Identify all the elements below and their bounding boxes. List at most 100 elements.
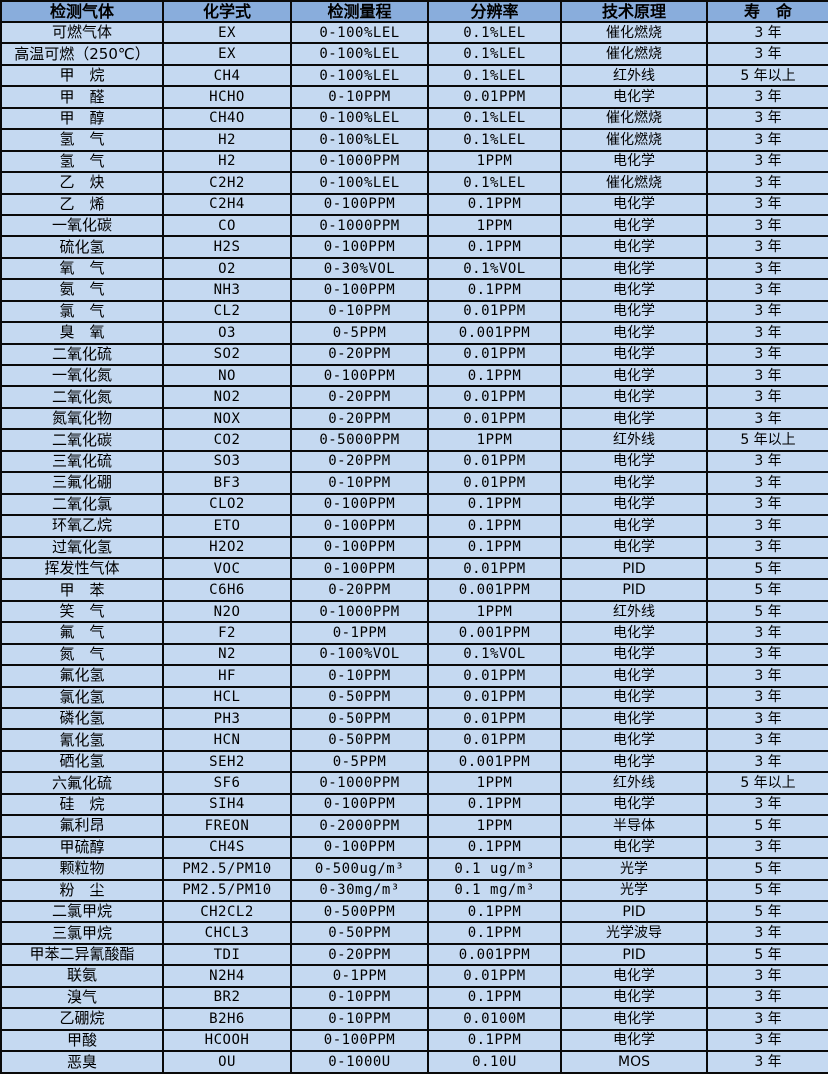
- cell-resolution: 0.01PPM: [427, 664, 562, 688]
- cell-chemical-formula: H2: [162, 128, 292, 152]
- cell-resolution: 0.001PPM: [427, 942, 562, 967]
- cell-detection-range: 0-50PPM: [290, 921, 429, 945]
- cell-technology: 电化学: [560, 749, 708, 774]
- cell-gas-name: 氰化氢: [0, 728, 164, 752]
- cell-detection-range: 0-2000PPM: [290, 814, 429, 838]
- cell-lifespan: 3 年: [706, 385, 828, 409]
- cell-resolution: 0.1%LEL: [427, 42, 562, 66]
- cell-lifespan: 5 年: [706, 556, 828, 581]
- table-row: 甲酸 HCOOH 0-100PPM 0.1PPM 电化学 3 年: [0, 1028, 828, 1053]
- cell-gas-name: 可燃气体: [0, 20, 164, 45]
- cell-resolution: 0.1PPM: [427, 835, 562, 860]
- cell-resolution: 1PPM: [427, 814, 562, 838]
- cell-chemical-formula: N2H4: [162, 964, 292, 988]
- table-row: 氯 气 CL2 0-10PPM 0.01PPM 电化学 3 年: [0, 299, 828, 324]
- cell-gas-name: 甲 醛: [0, 85, 164, 109]
- cell-detection-range: 0-100%LEL: [290, 42, 429, 66]
- cell-resolution: 0.01PPM: [427, 85, 562, 109]
- cell-technology: 光学: [560, 857, 708, 881]
- cell-gas-name: 氟 气: [0, 621, 164, 645]
- cell-detection-range: 0-1PPM: [290, 621, 429, 645]
- cell-detection-range: 0-100PPM: [290, 835, 429, 860]
- cell-technology: 电化学: [560, 385, 708, 409]
- cell-gas-name: 一氧化氮: [0, 363, 164, 388]
- table-row: 甲 醛 HCHO 0-10PPM 0.01PPM 电化学 3 年: [0, 85, 828, 109]
- cell-chemical-formula: SIH4: [162, 792, 292, 817]
- cell-resolution: 0.1PPM: [427, 792, 562, 817]
- cell-technology: 电化学: [560, 621, 708, 645]
- cell-resolution: 0.01PPM: [427, 385, 562, 409]
- table-row: 笑 气 N2O 0-1000PPM 1PPM 红外线 5 年: [0, 599, 828, 624]
- cell-gas-name: 挥发性气体: [0, 556, 164, 581]
- table-row: 溴气 BR2 0-10PPM 0.1PPM 电化学 3 年: [0, 985, 828, 1010]
- cell-detection-range: 0-100PPM: [290, 278, 429, 302]
- cell-resolution: 0.1 mg/m³: [427, 878, 562, 902]
- cell-lifespan: 3 年: [706, 921, 828, 945]
- cell-detection-range: 0-100PPM: [290, 556, 429, 581]
- cell-chemical-formula: CH2CL2: [162, 899, 292, 924]
- cell-technology: 半导体: [560, 814, 708, 838]
- cell-detection-range: 0-1000PPM: [290, 149, 429, 174]
- cell-detection-range: 0-500PPM: [290, 899, 429, 924]
- cell-lifespan: 3 年: [706, 792, 828, 817]
- cell-chemical-formula: NO: [162, 363, 292, 388]
- cell-lifespan: 3 年: [706, 1050, 828, 1074]
- table-row: 一氧化碳 CO 0-1000PPM 1PPM 电化学 3 年: [0, 213, 828, 238]
- cell-resolution: 0.01PPM: [427, 471, 562, 495]
- table-row: 甲 苯 C6H6 0-20PPM 0.001PPM PID 5 年: [0, 578, 828, 602]
- cell-gas-name: 笑 气: [0, 599, 164, 624]
- cell-detection-range: 0-100PPM: [290, 792, 429, 817]
- cell-chemical-formula: BF3: [162, 471, 292, 495]
- cell-technology: PID: [560, 556, 708, 581]
- cell-gas-name: 臭 氧: [0, 321, 164, 345]
- cell-detection-range: 0-1000PPM: [290, 213, 429, 238]
- cell-lifespan: 3 年: [706, 363, 828, 388]
- cell-gas-name: 粉 尘: [0, 878, 164, 902]
- cell-chemical-formula: EX: [162, 42, 292, 66]
- cell-lifespan: 3 年: [706, 128, 828, 152]
- cell-technology: 催化燃烧: [560, 171, 708, 195]
- table-row: 硫化氢 H2S 0-100PPM 0.1PPM 电化学 3 年: [0, 235, 828, 259]
- cell-lifespan: 3 年: [706, 278, 828, 302]
- cell-gas-name: 氟利昂: [0, 814, 164, 838]
- cell-chemical-formula: CO2: [162, 428, 292, 452]
- table-row: 臭 氧 O3 0-5PPM 0.001PPM 电化学 3 年: [0, 321, 828, 345]
- cell-resolution: 0.1PPM: [427, 921, 562, 945]
- cell-lifespan: 3 年: [706, 642, 828, 667]
- cell-lifespan: 3 年: [706, 192, 828, 216]
- table-row: 氟利昂 FREON 0-2000PPM 1PPM 半导体 5 年: [0, 814, 828, 838]
- cell-detection-range: 0-100PPM: [290, 492, 429, 517]
- cell-chemical-formula: OU: [162, 1050, 292, 1074]
- cell-resolution: 0.1PPM: [427, 985, 562, 1010]
- cell-resolution: 1PPM: [427, 428, 562, 452]
- table-row: 氟 气 F2 0-1PPM 0.001PPM 电化学 3 年: [0, 621, 828, 645]
- cell-lifespan: 3 年: [706, 621, 828, 645]
- cell-detection-range: 0-100%LEL: [290, 171, 429, 195]
- cell-chemical-formula: NO2: [162, 385, 292, 409]
- cell-technology: 电化学: [560, 685, 708, 710]
- cell-gas-name: 磷化氢: [0, 706, 164, 731]
- cell-chemical-formula: VOC: [162, 556, 292, 581]
- cell-gas-name: 环氧乙烷: [0, 514, 164, 538]
- cell-gas-name: 溴气: [0, 985, 164, 1010]
- cell-gas-name: 甲 烷: [0, 63, 164, 88]
- table-row: 氟化氢 HF 0-10PPM 0.01PPM 电化学 3 年: [0, 664, 828, 688]
- cell-lifespan: 3 年: [706, 256, 828, 281]
- table-row: 三氯甲烷 CHCL3 0-50PPM 0.1PPM 光学波导 3 年: [0, 921, 828, 945]
- cell-technology: 电化学: [560, 235, 708, 259]
- cell-resolution: 0.1%LEL: [427, 106, 562, 131]
- cell-lifespan: 5 年: [706, 942, 828, 967]
- cell-chemical-formula: SO3: [162, 449, 292, 474]
- table-row: 硒化氢 SEH2 0-5PPM 0.001PPM 电化学 3 年: [0, 749, 828, 774]
- cell-gas-name: 三氯甲烷: [0, 921, 164, 945]
- cell-detection-range: 0-100PPM: [290, 1028, 429, 1053]
- cell-detection-range: 0-20PPM: [290, 406, 429, 431]
- cell-lifespan: 5 年以上: [706, 428, 828, 452]
- cell-detection-range: 0-50PPM: [290, 685, 429, 710]
- col-header-technology: 技术原理: [560, 0, 708, 23]
- cell-gas-name: 硅 烷: [0, 792, 164, 817]
- cell-technology: 催化燃烧: [560, 128, 708, 152]
- cell-technology: 电化学: [560, 514, 708, 538]
- cell-chemical-formula: HCN: [162, 728, 292, 752]
